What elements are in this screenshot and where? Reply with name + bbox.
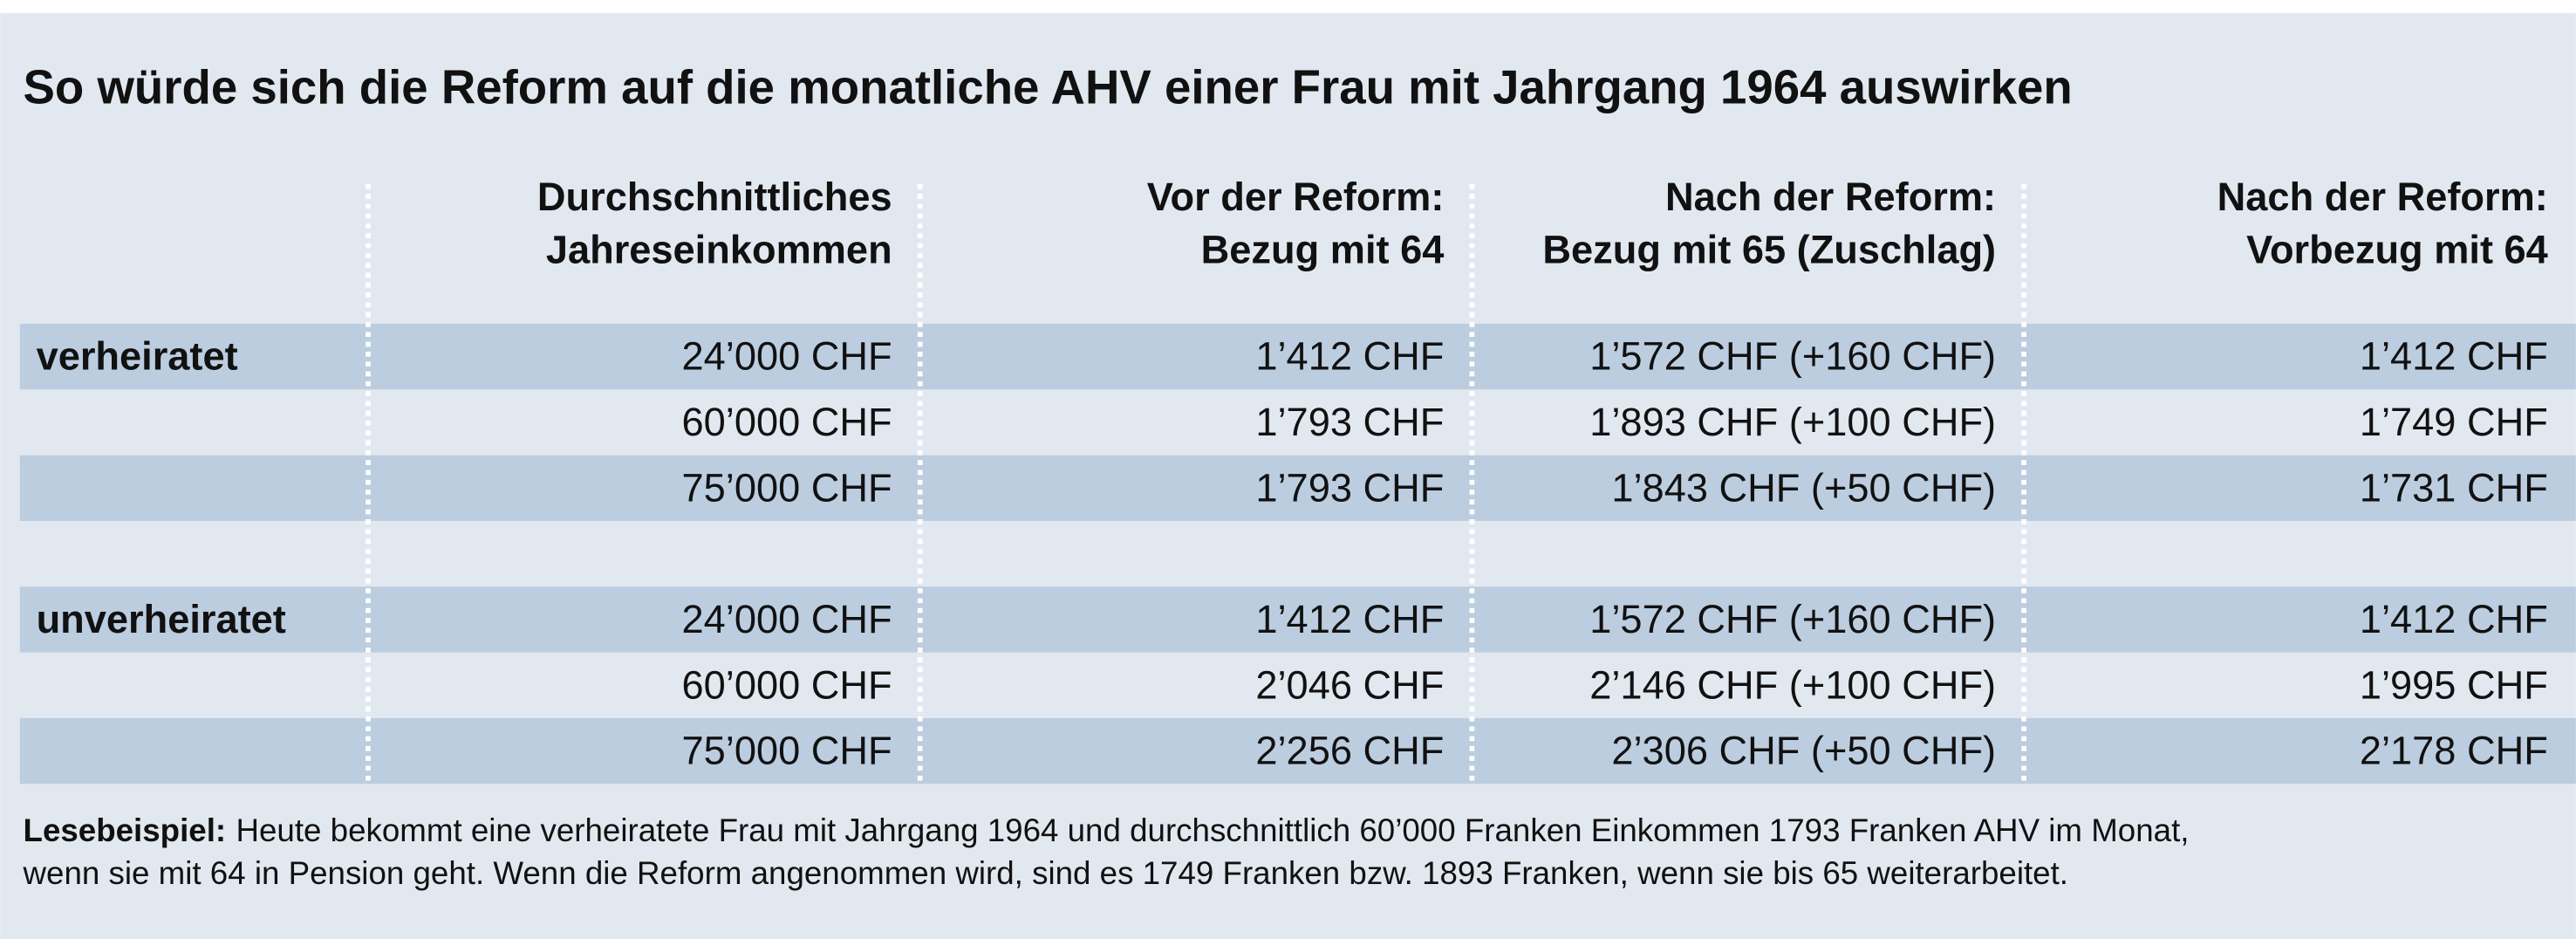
cell: 24’000 CHF [682,597,892,641]
row-shade [19,455,2576,521]
cell: 1’793 CHF [1255,400,1444,444]
cell: 1’995 CHF [2360,662,2548,707]
cell: 60’000 CHF [682,662,892,707]
row-shade [19,586,2576,653]
cell: 1’412 CHF [1255,597,1444,641]
cell: 1’731 CHF [2360,465,2548,510]
cell: 2’046 CHF [1255,662,1444,707]
row-shade [19,323,2576,390]
column-header: Durchschnittliches [537,175,892,219]
table: Durchschnittliches Jahreseinkommen Vor der… [19,175,2576,891]
column-header: Bezug mit 64 [1201,227,1445,271]
cell: 2’256 CHF [1255,729,1444,773]
cell: 1’412 CHF [1255,334,1444,379]
column-header: Vor der Reform: [1147,175,1445,219]
title: So würde sich die Reform auf die monatli… [24,61,2073,114]
group-label: unverheiratet [37,597,286,641]
column-header: Nach der Reform: [1665,175,1996,219]
cell: 1’572 CHF (+160 CHF) [1589,334,1996,379]
column-header: Nach der Reform: [2217,175,2548,219]
column-header: Jahreseinkommen [546,227,892,271]
footnote-line: wenn sie mit 64 in Pension geht. Wenn di… [23,855,2069,891]
cell: 2’146 CHF (+100 CHF) [1589,662,1996,707]
cell: 2’178 CHF [2360,729,2548,773]
column-header: Vorbezug mit 64 [2246,227,2548,271]
cell: 1’572 CHF (+160 CHF) [1589,597,1996,641]
cell: 75’000 CHF [682,465,892,510]
footnote-lead: Lesebeispiel: [24,812,227,848]
cell: 75’000 CHF [682,729,892,773]
column-header: Bezug mit 65 (Zuschlag) [1542,227,1996,271]
group-label: verheiratet [37,334,238,379]
footnote-line: Heute bekommt eine verheiratete Frau mit… [236,812,2189,848]
cell: 1’843 CHF (+50 CHF) [1611,465,1996,510]
footnote: Lesebeispiel: Heute bekommt eine verheira… [24,812,2190,848]
cell: 1’412 CHF [2360,597,2548,641]
cell: 60’000 CHF [682,400,892,444]
cell: 1’793 CHF [1255,465,1444,510]
cell: 1’893 CHF (+100 CHF) [1589,400,1996,444]
cell: 1’749 CHF [2360,400,2548,444]
cell: 1’412 CHF [2360,334,2548,379]
cell: 2’306 CHF (+50 CHF) [1611,729,1996,773]
row-shade [19,717,2576,785]
cell: 24’000 CHF [682,334,892,379]
